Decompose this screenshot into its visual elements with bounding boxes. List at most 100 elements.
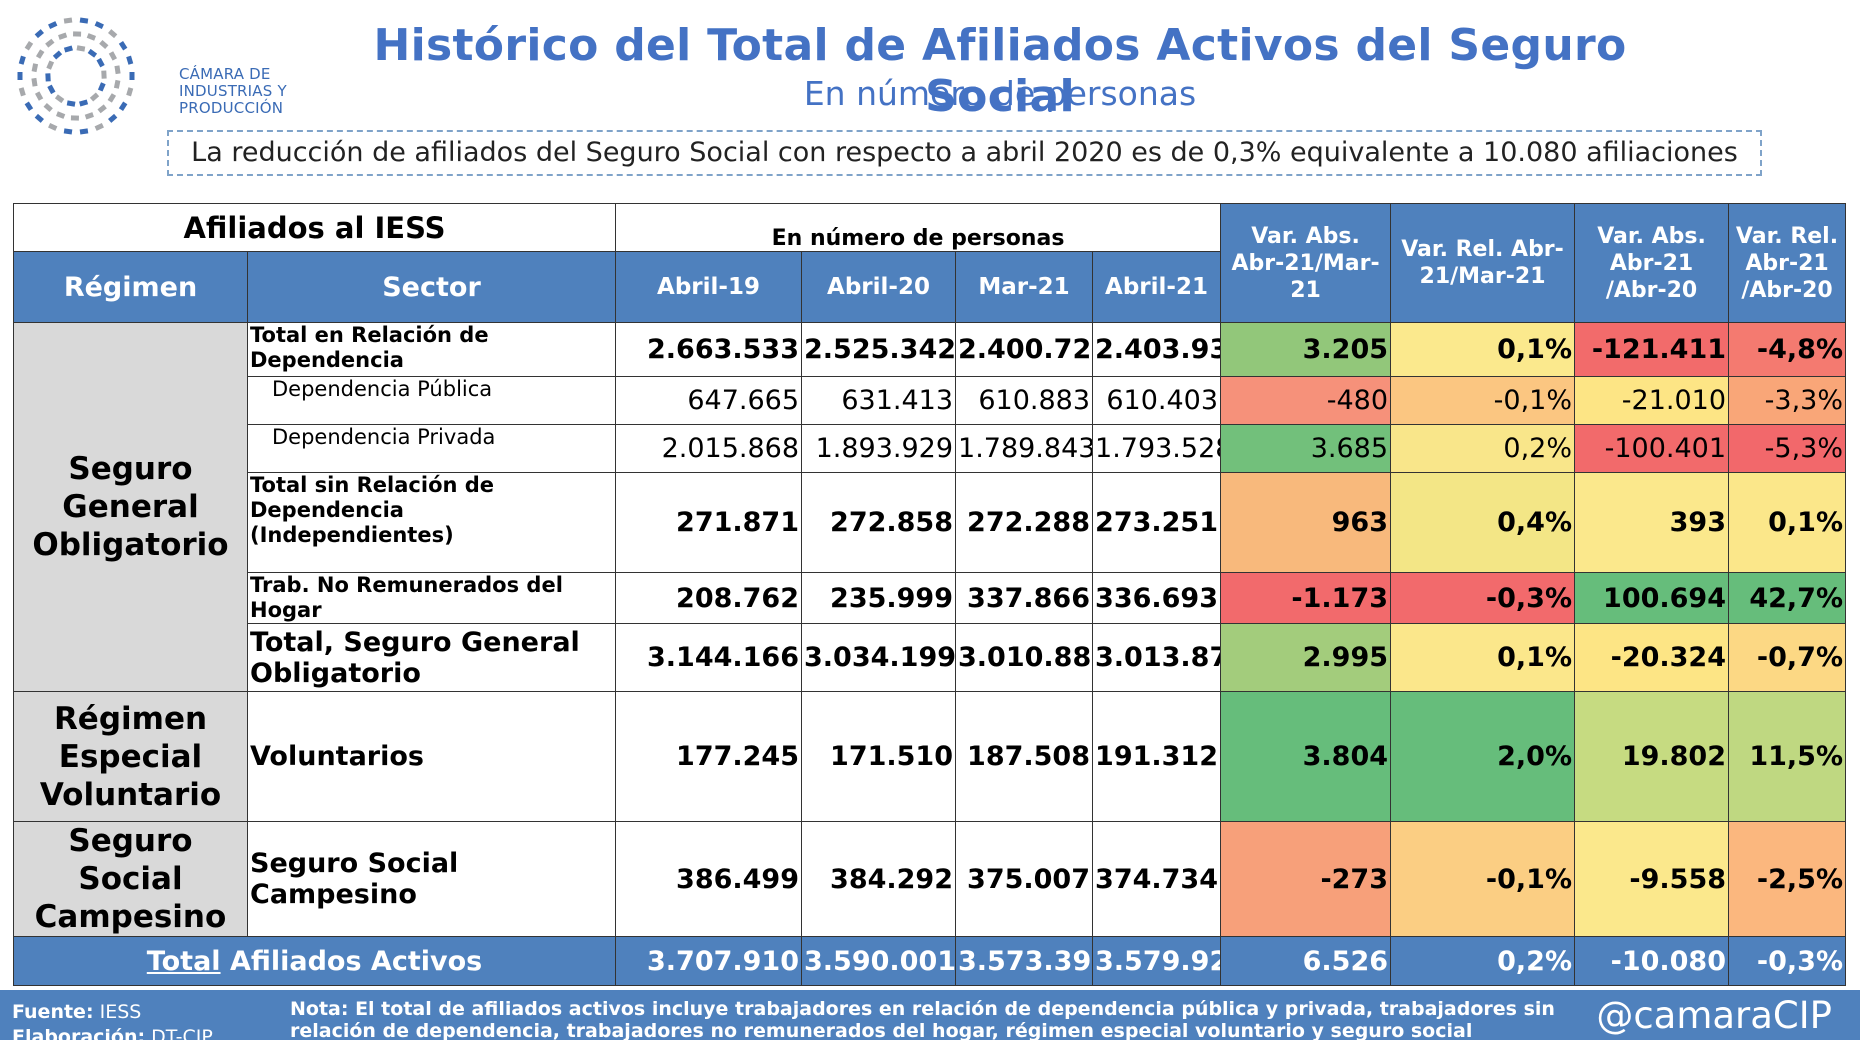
footer: Fuente: IESS Elaboración: DT-CIP Nota: E… bbox=[0, 990, 1860, 1064]
total-label-rest: Afiliados Activos bbox=[220, 945, 483, 977]
value-cell: 208.762 bbox=[615, 572, 803, 624]
value-cell: 272.858 bbox=[801, 472, 957, 573]
value-cell: 386.499 bbox=[615, 821, 803, 937]
variation-cell: 3.685 bbox=[1220, 424, 1392, 473]
table-row: Dependencia Privada 2.015.868 1.893.929 1.7… bbox=[14, 424, 1847, 473]
variation-cell: -0,1% bbox=[1390, 376, 1576, 425]
total-value: 3.573.395 bbox=[955, 936, 1094, 986]
value-cell: 191.312 bbox=[1092, 691, 1222, 822]
col-header-sector: Sector bbox=[246, 251, 617, 323]
table-row: Régimen Especial Voluntario Voluntarios 17… bbox=[13, 691, 1847, 822]
value-cell: 235.999 bbox=[801, 572, 957, 624]
table-row: Seguro General Obligatorio Total en Relac… bbox=[13, 322, 1847, 692]
col-header-var: Var. Rel. Abr-21 /Abr-20 bbox=[1728, 203, 1847, 323]
group-header: Afiliados al IESS bbox=[12, 203, 617, 252]
variation-cell: -1.173 bbox=[1220, 572, 1392, 624]
variation-cell: 100.694 bbox=[1574, 572, 1730, 624]
variation-cell: -9.558 bbox=[1574, 821, 1730, 937]
table-row: Dependencia Pública 647.665 631.413 610.883… bbox=[14, 376, 1847, 425]
footer-note: Nota: El total de afiliados activos incl… bbox=[290, 998, 1555, 1064]
col-header-var: Var. Abs. Abr-21/Mar-21 bbox=[1220, 203, 1392, 323]
variation-cell: -3,3% bbox=[1728, 376, 1847, 425]
total-var: 6.526 bbox=[1220, 936, 1392, 986]
value-cell: 1.793.528 bbox=[1092, 424, 1222, 473]
page-subtitle: En número de personas bbox=[803, 74, 1197, 113]
logo-line: PRODUCCIÓN bbox=[179, 99, 284, 117]
regime-cell: Seguro General Obligatorio bbox=[13, 322, 248, 692]
variation-cell: 3.804 bbox=[1220, 691, 1392, 822]
sector-cell: Total sin Relación de Dependencia (Indep… bbox=[246, 472, 617, 573]
total-label: Total Afiliados Activos bbox=[12, 936, 617, 986]
value-cell: 647.665 bbox=[615, 376, 803, 425]
variation-cell: -4,8% bbox=[1728, 322, 1847, 377]
sector-cell: Trab. No Remunerados del Hogar bbox=[246, 572, 617, 624]
logo-mark-icon bbox=[17, 17, 135, 135]
variation-cell: 11,5% bbox=[1728, 691, 1847, 822]
social-handle: @camaraCIP bbox=[1596, 994, 1832, 1037]
footer-source: Fuente: IESS Elaboración: DT-CIP bbox=[12, 1000, 213, 1050]
value-cell: 336.693 bbox=[1092, 572, 1222, 624]
col-header-var: Var. Rel. Abr-21/Mar-21 bbox=[1390, 203, 1576, 323]
variation-cell: 19.802 bbox=[1574, 691, 1730, 822]
variation-cell: -0,7% bbox=[1728, 623, 1847, 692]
variation-cell: -273 bbox=[1220, 821, 1392, 937]
variation-cell: 963 bbox=[1220, 472, 1392, 573]
col-header-period: Abril-19 bbox=[615, 251, 803, 323]
variation-cell: 3.205 bbox=[1220, 322, 1392, 377]
value-cell: 631.413 bbox=[801, 376, 957, 425]
variation-cell: -5,3% bbox=[1728, 424, 1847, 473]
variation-cell: -0,1% bbox=[1390, 821, 1576, 937]
col-header-period: Abril-21 bbox=[1092, 251, 1222, 323]
value-cell: 2.400.726 bbox=[955, 322, 1094, 377]
variation-cell: -2,5% bbox=[1728, 821, 1847, 937]
value-cell: 3.010.880 bbox=[955, 623, 1094, 692]
source-value: IESS bbox=[99, 1001, 142, 1023]
value-cell: 187.508 bbox=[955, 691, 1094, 822]
variation-cell: 0,1% bbox=[1390, 322, 1576, 377]
total-value: 3.590.001 bbox=[801, 936, 957, 986]
variation-cell: 0,1% bbox=[1728, 472, 1847, 573]
elab-value: DT-CIP bbox=[151, 1026, 213, 1048]
col-header-var: Var. Abs. Abr-21 /Abr-20 bbox=[1574, 203, 1730, 323]
logo-text: CÁMARA DE INDUSTRIAS Y PRODUCCIÓN bbox=[179, 66, 287, 117]
total-label-underlined: Total bbox=[146, 945, 221, 977]
summary-note: La reducción de afiliados del Seguro Soc… bbox=[167, 130, 1762, 176]
total-value: 3.579.921 bbox=[1092, 936, 1222, 986]
value-cell: 2.525.342 bbox=[801, 322, 957, 377]
variation-cell: 42,7% bbox=[1728, 572, 1847, 624]
total-var: -10.080 bbox=[1574, 936, 1730, 986]
variation-cell: -20.324 bbox=[1574, 623, 1730, 692]
page-title: Histórico del Total de Afiliados Activos… bbox=[373, 20, 1627, 122]
regime-cell: Seguro Social Campesino bbox=[13, 821, 248, 937]
variation-cell: 0,1% bbox=[1390, 623, 1576, 692]
total-row: Total Afiliados Activos 3.707.910 3.590.… bbox=[12, 936, 1847, 986]
total-var: -0,3% bbox=[1728, 936, 1847, 986]
value-cell: 272.288 bbox=[955, 472, 1094, 573]
variation-cell: 393 bbox=[1574, 472, 1730, 573]
variation-cell: -21.010 bbox=[1574, 376, 1730, 425]
table-row: Total sin Relación de Dependencia (Indep… bbox=[14, 472, 1847, 573]
value-cell: 1.893.929 bbox=[801, 424, 957, 473]
value-cell: 2.015.868 bbox=[615, 424, 803, 473]
variation-cell: -0,3% bbox=[1390, 572, 1576, 624]
variation-cell: -121.411 bbox=[1574, 322, 1730, 377]
value-cell: 3.144.166 bbox=[615, 623, 803, 692]
variation-cell: 2.995 bbox=[1220, 623, 1392, 692]
period-header: En número de personas bbox=[615, 203, 1222, 252]
variation-cell: 2,0% bbox=[1390, 691, 1576, 822]
value-cell: 271.871 bbox=[615, 472, 803, 573]
logo-line: CÁMARA DE bbox=[179, 65, 271, 83]
source-label: Fuente: bbox=[12, 1001, 94, 1023]
total-var: 0,2% bbox=[1390, 936, 1576, 986]
value-cell: 384.292 bbox=[801, 821, 957, 937]
value-cell: 374.734 bbox=[1092, 821, 1222, 937]
sector-cell: Total, Seguro General Obligatorio bbox=[246, 623, 617, 692]
value-cell: 2.403.931 bbox=[1092, 322, 1222, 377]
table-row: Trab. No Remunerados del Hogar 208.762 235… bbox=[14, 572, 1847, 624]
col-header-regimen: Régimen bbox=[13, 251, 248, 323]
value-cell: 171.510 bbox=[801, 691, 957, 822]
table-row: Seguro Social Campesino Seguro Social Cam… bbox=[13, 821, 1847, 937]
value-cell: 1.789.843 bbox=[955, 424, 1094, 473]
value-cell: 177.245 bbox=[615, 691, 803, 822]
sector-cell: Dependencia Privada bbox=[246, 424, 617, 473]
